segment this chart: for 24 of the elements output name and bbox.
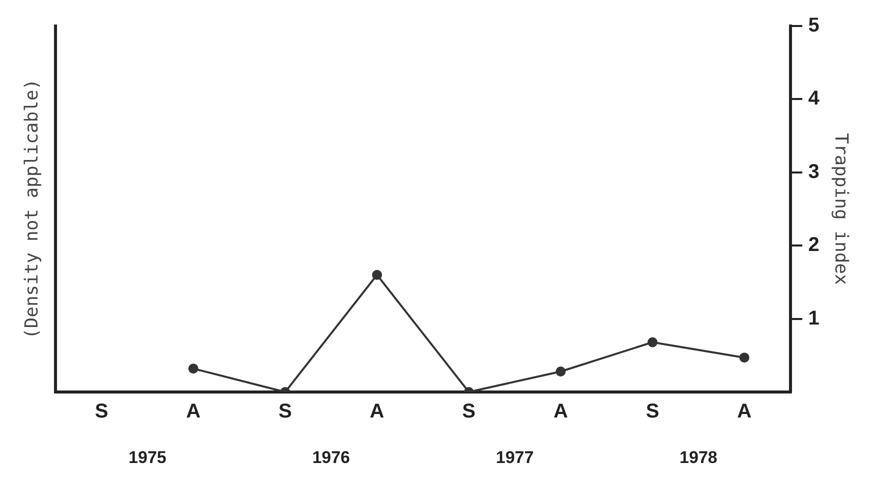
text: 1976 (312, 448, 350, 468)
x-tick-label: A (186, 400, 201, 423)
x-tick-label: A (370, 400, 384, 423)
y2-tick-label: 1 (808, 307, 820, 330)
point (188, 364, 198, 374)
point (556, 366, 566, 377)
y2-tick-label: 4 (808, 88, 820, 110)
y2-tick-label: 5 (808, 14, 820, 37)
text: 1978 (680, 448, 718, 468)
y2-tick-label: 2 (808, 234, 820, 256)
text: 1975 (128, 448, 166, 468)
x-tick-label: A (553, 400, 568, 423)
point (648, 337, 658, 348)
point (372, 270, 382, 280)
y2-tick-label: 3 (808, 160, 820, 183)
y2-axis-title: Trapping index (830, 133, 852, 286)
y-axis-title: (Density not applicable) (21, 78, 42, 340)
x-tick-label: S (278, 400, 292, 423)
text: 1977 (496, 448, 534, 468)
x-tick-label: S (94, 400, 108, 423)
x-tick-label: S (646, 400, 660, 423)
point (739, 352, 750, 363)
x-tick-label: A (737, 400, 752, 423)
x-tick-label: S (462, 400, 476, 423)
